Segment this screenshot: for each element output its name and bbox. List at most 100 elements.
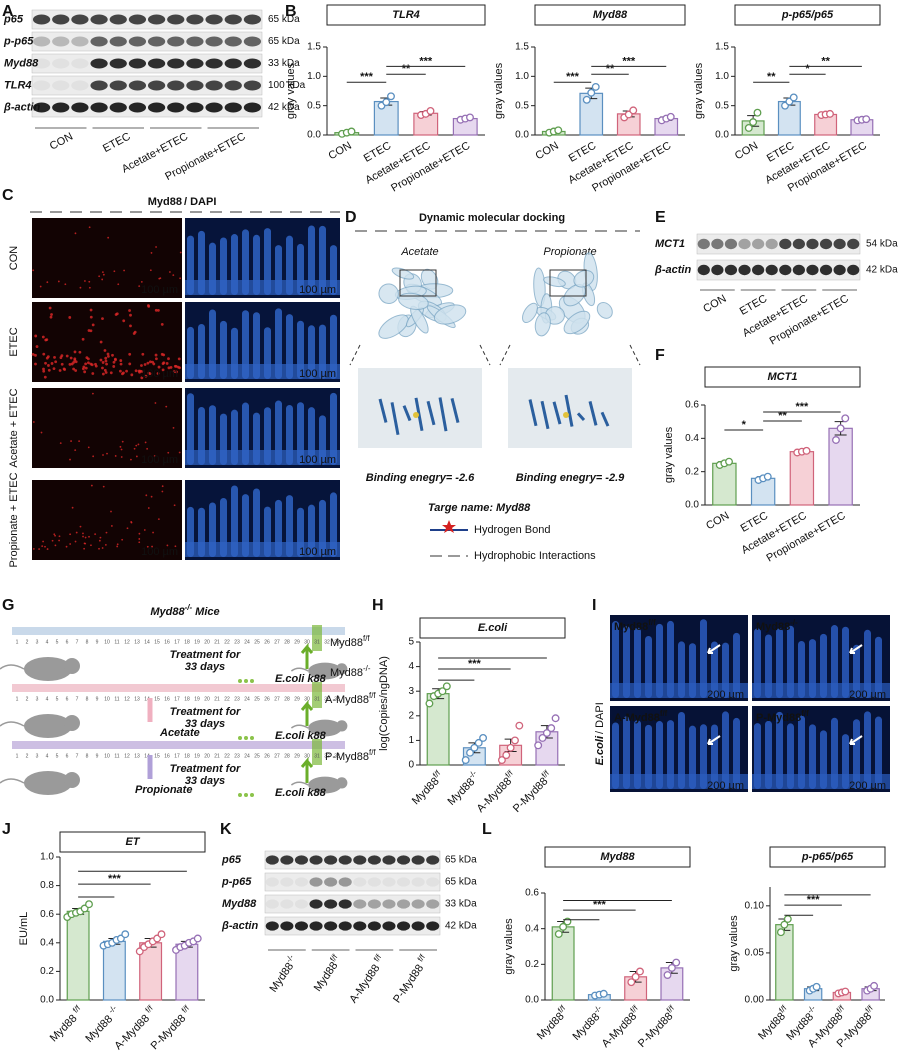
data-point <box>466 113 474 122</box>
villus <box>330 314 337 379</box>
data-point <box>551 714 560 723</box>
villus <box>689 725 696 789</box>
villus <box>787 723 794 789</box>
stain-dot <box>71 506 74 509</box>
stain-dot <box>74 449 77 452</box>
timeline <box>12 684 345 692</box>
stain-dot <box>92 455 95 458</box>
crypt-layer <box>752 774 890 789</box>
y-axis-label: gray values <box>663 426 675 483</box>
stain-dot <box>59 356 63 359</box>
data-point <box>506 743 515 752</box>
blot-band <box>167 58 185 69</box>
significance-label: *** <box>468 658 482 670</box>
day-number: 9 <box>96 639 99 645</box>
data-point <box>461 756 470 765</box>
stain-dot <box>158 277 161 280</box>
protein-ribbon <box>573 269 595 288</box>
y-tick-label: 0.0 <box>515 130 529 141</box>
image-label-part: f/f <box>660 709 668 718</box>
stain-dot <box>73 358 77 362</box>
stain-dot <box>54 544 57 547</box>
crypt-layer <box>185 280 340 295</box>
stain-dot <box>74 232 77 235</box>
villus <box>831 717 838 789</box>
y-tick-label: 0.10 <box>745 900 765 911</box>
blot-band <box>752 264 765 276</box>
timeline <box>12 627 345 635</box>
blot-band <box>128 80 147 91</box>
blot-band <box>52 36 70 47</box>
y-tick-label: 1 <box>408 735 414 746</box>
day-number: 33 <box>334 639 340 645</box>
stain-dot <box>32 421 35 423</box>
blot-band <box>147 58 166 69</box>
mouse <box>64 658 80 674</box>
day-number: 20 <box>204 696 210 702</box>
zoom-line <box>499 344 511 366</box>
villus <box>634 627 641 698</box>
chart-title-box <box>544 846 691 868</box>
day-number: 27 <box>274 753 280 759</box>
villus <box>776 711 783 789</box>
stain-dot <box>109 371 113 375</box>
day-number: 28 <box>284 696 290 702</box>
blot-band <box>205 58 223 69</box>
mouse <box>336 663 348 675</box>
blot-band <box>32 102 51 113</box>
data-point <box>744 124 753 132</box>
blot-band <box>338 877 352 887</box>
ligand-name: Propionate <box>543 246 596 258</box>
panel-label: I <box>592 597 596 614</box>
blot-band <box>426 877 440 887</box>
docking-title: Dynamic molecular docking <box>419 212 565 224</box>
blot-size-label: 65 kDa <box>268 14 300 25</box>
zoom-line <box>479 344 491 366</box>
mouse <box>24 771 72 795</box>
stain-dot <box>146 361 150 365</box>
blot-strip <box>264 916 441 936</box>
stain-dot <box>110 510 112 513</box>
data-point <box>554 126 563 135</box>
villus <box>656 721 663 789</box>
protein-ribbon <box>378 283 399 304</box>
stain-dot <box>44 338 48 342</box>
chart-title-box <box>419 617 566 639</box>
stain-dot <box>42 352 46 356</box>
stain-dot <box>46 355 50 359</box>
y-tick-label: 1.5 <box>307 42 321 53</box>
day-number: 19 <box>194 753 200 759</box>
stain-dot <box>89 308 93 312</box>
blot-band <box>367 877 381 887</box>
blot-row-label: MCT1 <box>655 238 685 250</box>
y-tick-label: 2 <box>408 710 414 721</box>
stain-dot <box>151 360 154 364</box>
blot-strip <box>264 894 441 914</box>
day-number: 6 <box>66 696 69 702</box>
mouse-label: Myd88f/f <box>330 634 370 649</box>
day-number: 13 <box>134 639 140 645</box>
stain-dot <box>110 525 113 527</box>
stain-dot <box>58 535 61 538</box>
group-label-part: f/f <box>415 952 427 963</box>
y-tick-label: 1.0 <box>515 71 529 82</box>
stain-dot <box>98 539 101 542</box>
significance-label: * <box>742 419 747 431</box>
data-point <box>474 738 483 747</box>
significance-label: * <box>805 63 810 75</box>
legend-label: Hydrophobic Interactions <box>474 550 596 562</box>
stain-dot <box>147 507 150 509</box>
villus <box>754 628 761 698</box>
residue <box>378 398 388 423</box>
day-number: 23 <box>234 753 240 759</box>
stain-dot <box>151 545 153 548</box>
day-number: 31 <box>314 639 320 645</box>
chart-title: MCT1 <box>768 371 798 383</box>
group-label-part: -/- <box>284 952 296 964</box>
stain-dot <box>42 367 45 371</box>
blot-band <box>224 58 242 69</box>
stain-dot <box>32 548 35 550</box>
stain-dot <box>154 402 157 404</box>
villus <box>242 229 249 295</box>
stain-dot <box>130 458 132 461</box>
